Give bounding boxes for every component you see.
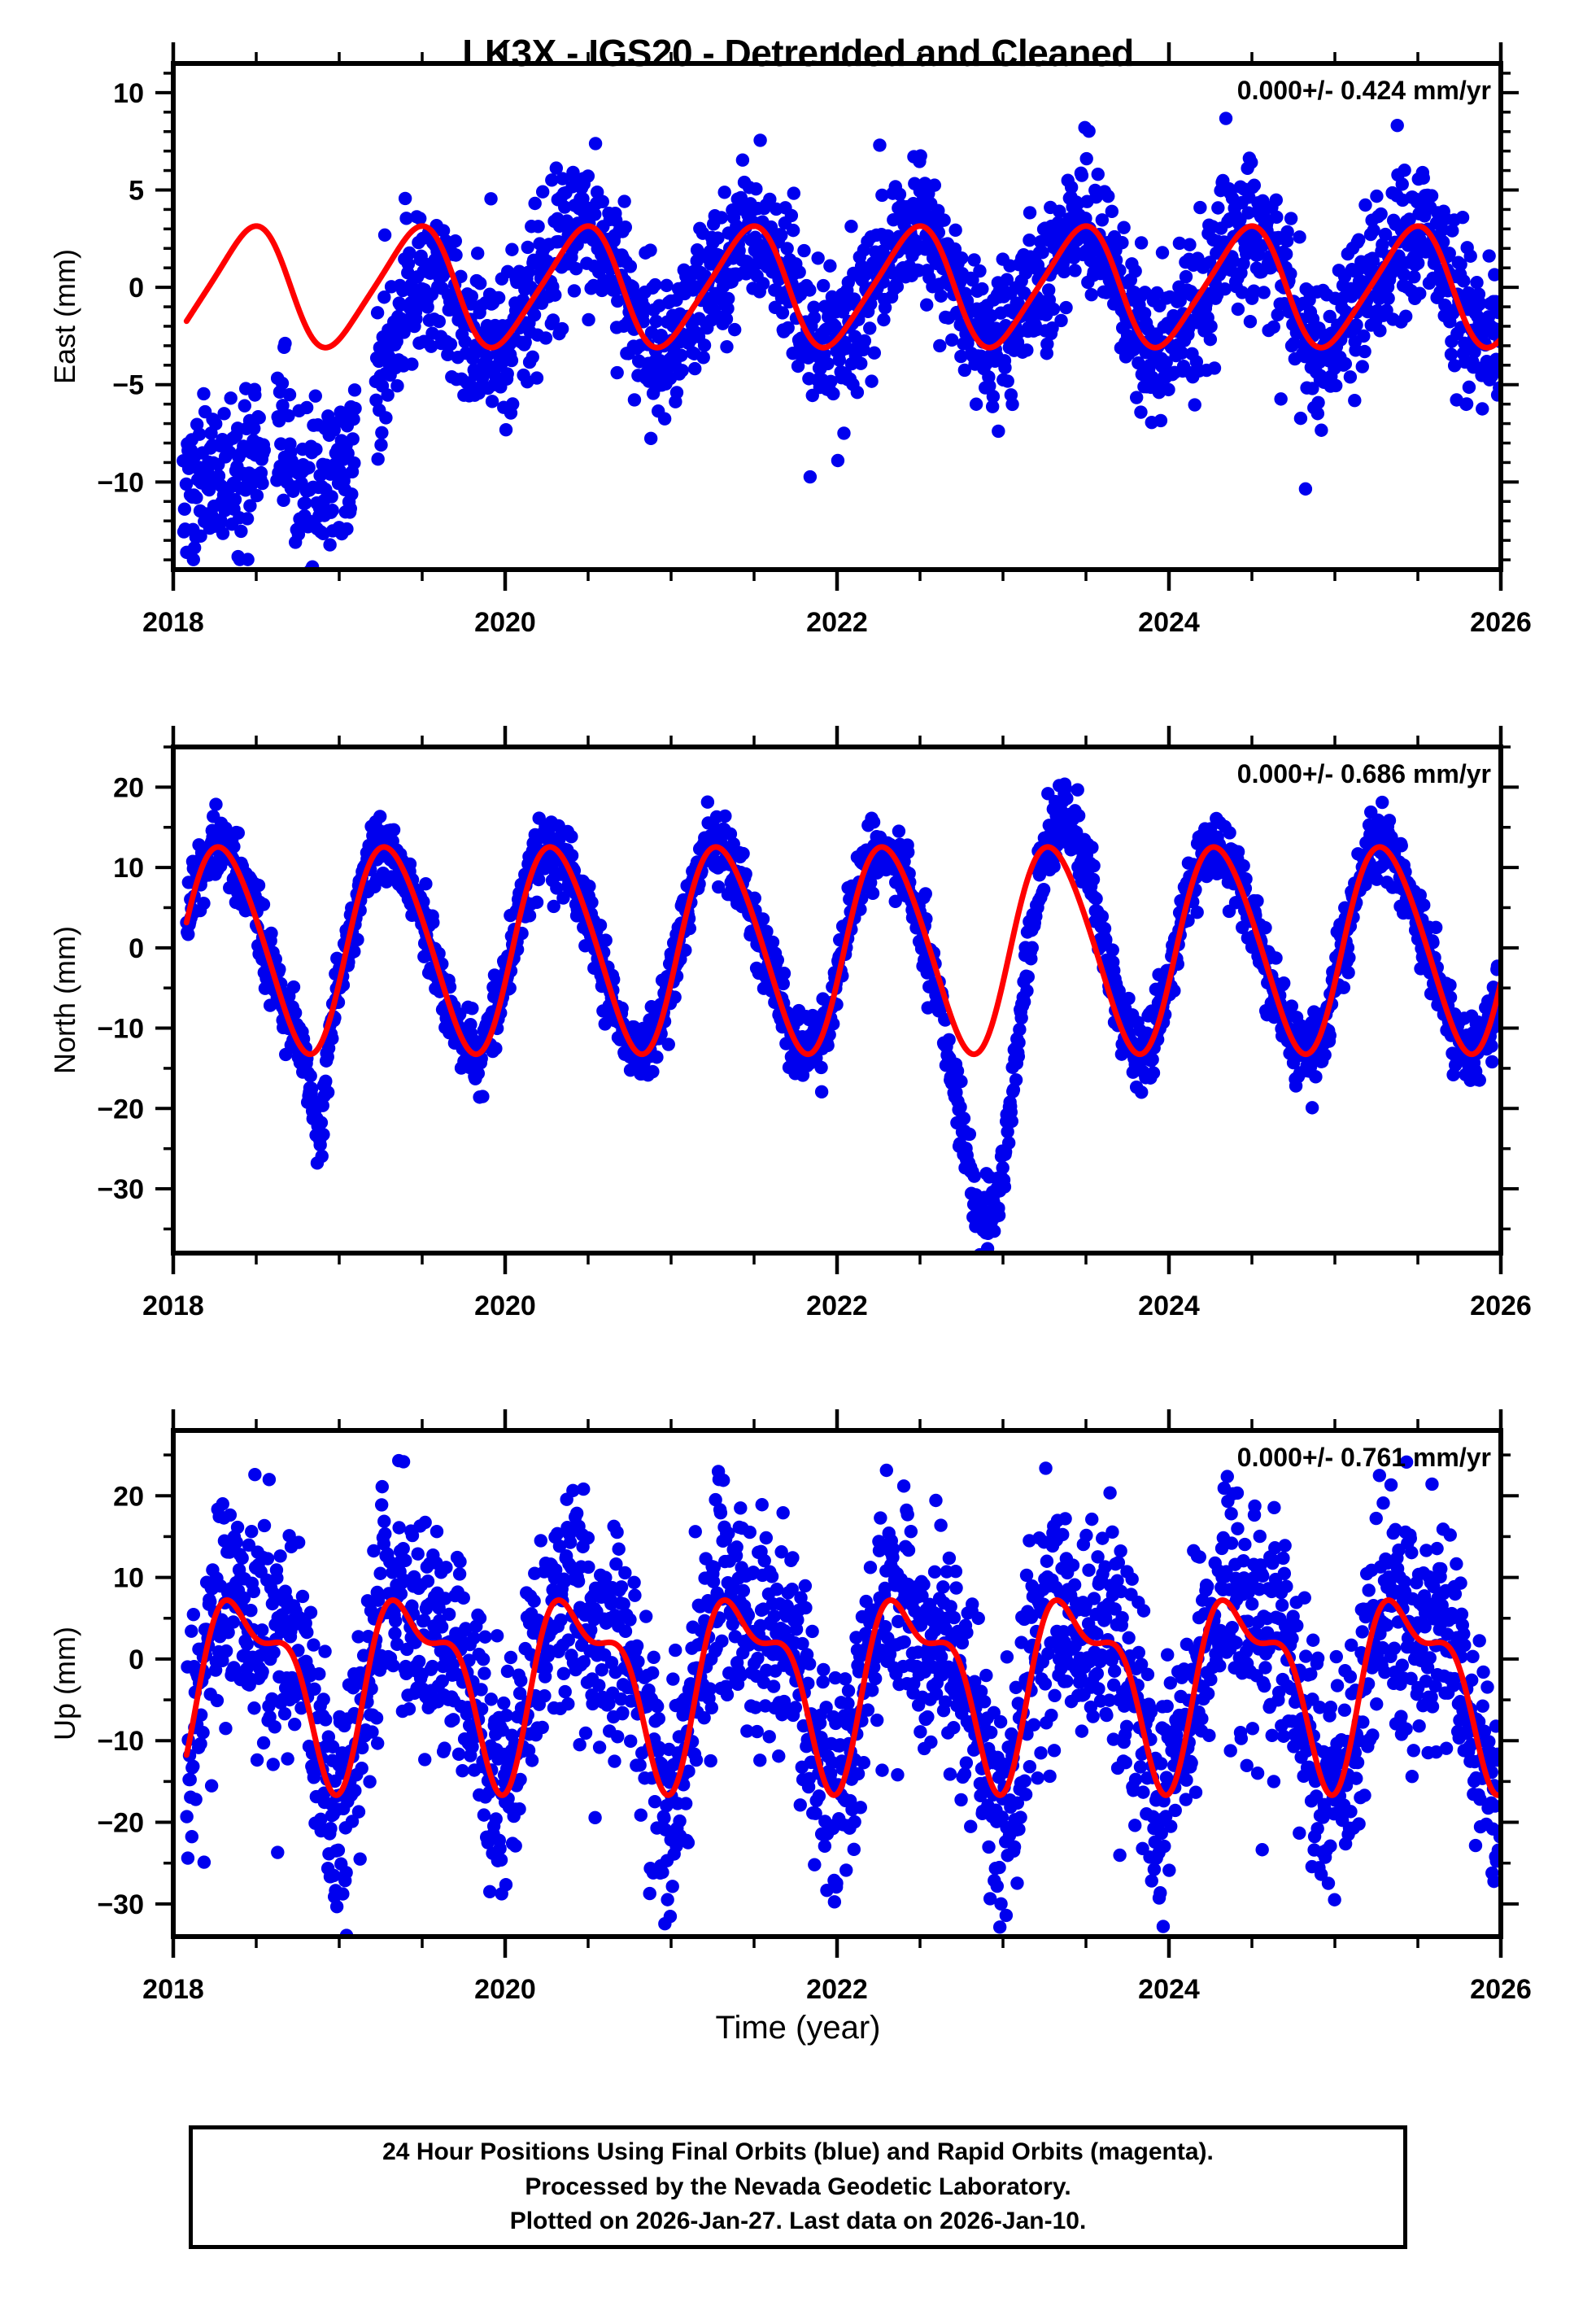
x-tick-label: 2020 [474, 1291, 536, 1321]
page-title: LK3X - IGS20 - Detrended and Cleaned [462, 32, 1134, 74]
y-axis-title: Up (mm) [48, 1627, 81, 1740]
x-tick-label: 2022 [806, 1291, 868, 1321]
footer-line-processor: Processed by the Nevada Geodetic Laborat… [525, 2173, 1071, 2200]
panel-east: 10 5 0 −5 −10 2018 2020 2022 2024 2026 East (mm) 0.… [48, 42, 1532, 638]
y-tick-label: −30 [97, 1174, 144, 1205]
y-tick-label: 20 [113, 1481, 144, 1512]
y-tick-label: 0 [129, 1644, 144, 1675]
x-tick-label: 2022 [806, 1974, 868, 2005]
fit-curve [183, 223, 1501, 351]
y-axis: 20 10 0 −10 −20 −30 [97, 745, 1519, 1231]
x-tick-label: 2024 [1138, 607, 1200, 638]
y-tick-label: 5 [129, 176, 144, 207]
footer-line-orbits: 24 Hour Positions Using Final Orbits (bl… [382, 2138, 1214, 2166]
x-axis: 2018 2020 2022 2024 2026 [142, 1409, 1532, 2005]
rate-annotation: 0.000+/- 0.686 mm/yr [1237, 759, 1491, 788]
y-tick-label: −20 [97, 1808, 144, 1839]
x-axis-title: Time (year) [715, 2010, 881, 2046]
x-tick-label: 2024 [1138, 1291, 1200, 1321]
y-tick-label: −5 [112, 370, 144, 401]
y-tick-label: 10 [113, 78, 144, 109]
data-layer [180, 777, 1501, 1253]
x-axis: 2018 2020 2022 2024 2026 [142, 42, 1532, 638]
x-tick-label: 2024 [1138, 1974, 1200, 2005]
panel-up: 20 10 0 −10 −20 −30 2018 2020 2022 2024 2026 Up (mm… [48, 1409, 1532, 2005]
x-axis: 2018 2020 2022 2024 2026 [142, 726, 1532, 1321]
y-tick-label: −10 [97, 467, 144, 498]
y-tick-label: 10 [113, 853, 144, 884]
y-tick-label: 0 [129, 273, 144, 304]
data-layer [180, 1453, 1501, 1937]
y-tick-label: −10 [97, 1014, 144, 1045]
rate-annotation: 0.000+/- 0.761 mm/yr [1237, 1443, 1491, 1472]
y-tick-label: −30 [97, 1889, 144, 1920]
y-tick-label: 10 [113, 1563, 144, 1594]
x-tick-label: 2026 [1470, 607, 1532, 638]
y-tick-label: −20 [97, 1094, 144, 1125]
fit-curve [183, 844, 1501, 1058]
x-tick-label: 2026 [1470, 1291, 1532, 1321]
data-layer [177, 111, 1501, 570]
scatter-points [177, 111, 1501, 570]
fit-curve [183, 1597, 1501, 1798]
rate-annotation: 0.000+/- 0.424 mm/yr [1237, 76, 1491, 105]
y-tick-label: −10 [97, 1726, 144, 1757]
panel-north: 20 10 0 −10 −20 −30 2018 2020 2022 2024 2026 North … [48, 726, 1532, 1321]
footer-note-box: 24 Hour Positions Using Final Orbits (bl… [189, 2125, 1407, 2249]
y-tick-label: 20 [113, 772, 144, 803]
scatter-points [180, 1453, 1501, 1937]
x-tick-label: 2022 [806, 607, 868, 638]
x-tick-label: 2026 [1470, 1974, 1532, 2005]
y-axis-title: North (mm) [48, 926, 81, 1074]
x-tick-label: 2018 [142, 1291, 204, 1321]
y-axis: 10 5 0 −5 −10 [97, 72, 1519, 561]
x-tick-label: 2018 [142, 1974, 204, 2005]
y-axis-title: East (mm) [48, 249, 81, 384]
y-tick-label: 0 [129, 933, 144, 964]
x-tick-label: 2020 [474, 607, 536, 638]
footer-line-dates: Plotted on 2026-Jan-27. Last data on 202… [509, 2208, 1087, 2235]
x-tick-label: 2018 [142, 607, 204, 638]
y-axis: 20 10 0 −10 −20 −30 [97, 1453, 1519, 1920]
x-tick-label: 2020 [474, 1974, 536, 2005]
